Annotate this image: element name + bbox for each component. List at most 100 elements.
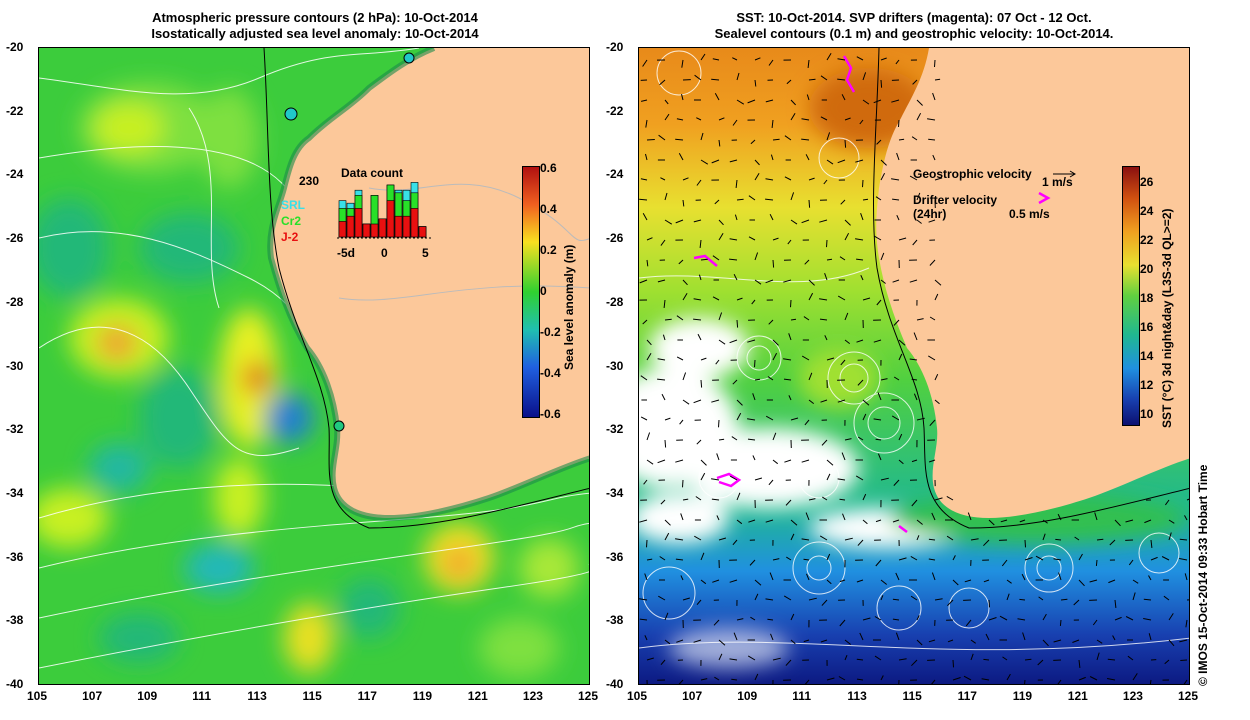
velocity-arrow	[837, 78, 846, 81]
velocity-arrow	[929, 419, 936, 427]
velocity-arrow	[639, 618, 648, 621]
velocity-arrow	[768, 479, 774, 486]
velocity-arrow	[928, 355, 936, 361]
velocity-arrow	[772, 558, 780, 561]
velocity-arrow	[660, 177, 666, 181]
inset-legend-cr2: Cr2	[281, 214, 302, 228]
velocity-arrow	[700, 132, 704, 141]
velocity-arrow	[643, 479, 648, 485]
velocity-arrow	[676, 118, 684, 121]
right-y-tick: -40	[606, 677, 624, 691]
velocity-arrow	[736, 72, 740, 81]
velocity-arrow	[1006, 673, 1011, 681]
velocity-arrow	[934, 497, 943, 501]
right-y-tick: -28	[606, 294, 624, 309]
left-y-tick: -32	[6, 422, 24, 437]
velocity-arrow	[765, 279, 774, 284]
right-colorbar-label: SST (°C) 3d night&day (L3S-3d QL>=2)	[1160, 208, 1174, 429]
velocity-arrow	[804, 679, 810, 684]
velocity-arrow	[682, 479, 684, 488]
velocity-arrow	[838, 676, 846, 681]
velocity-arrow	[715, 359, 720, 365]
velocity-arrow	[1143, 618, 1152, 621]
velocity-arrow	[898, 339, 906, 346]
velocity-arrow	[844, 219, 851, 226]
velocity-arrow	[844, 139, 847, 148]
velocity-arrow	[1096, 639, 1103, 644]
velocity-arrow	[646, 339, 652, 346]
right-y-tick: -30	[606, 358, 624, 373]
velocity-arrow	[700, 258, 708, 261]
velocity-arrow	[1058, 572, 1062, 581]
velocity-arrow	[769, 213, 774, 221]
velocity-arrow	[750, 139, 756, 145]
velocity-arrow	[862, 99, 870, 105]
velocity-arrow	[910, 555, 918, 561]
velocity-arrow	[646, 259, 649, 267]
velocity-arrow	[790, 639, 796, 645]
velocity-arrow	[826, 459, 834, 466]
velocity-arrow	[837, 399, 846, 403]
velocity-arrow	[934, 293, 939, 301]
velocity-arrow	[639, 198, 648, 201]
velocity-arrow	[718, 438, 725, 441]
velocity-arrow	[983, 579, 990, 583]
velocity-arrow	[823, 179, 828, 185]
velocity-arrow	[718, 339, 726, 345]
velocity-arrow	[1072, 639, 1080, 643]
velocity-arrow	[754, 279, 762, 285]
velocity-arrow	[916, 219, 922, 224]
colorbar-tick: 18	[1140, 291, 1154, 305]
velocity-arrow	[697, 333, 702, 341]
velocity-arrow	[790, 533, 795, 541]
velocity-arrow	[860, 274, 864, 281]
velocity-arrow	[898, 119, 900, 128]
velocity-arrow	[839, 256, 846, 261]
velocity-arrow	[678, 679, 684, 684]
velocity-arrow	[880, 279, 886, 284]
velocity-arrow	[729, 339, 738, 344]
velocity-arrow	[1096, 538, 1104, 541]
velocity-arrow	[1019, 598, 1026, 601]
velocity-arrow	[1038, 596, 1044, 601]
velocity-arrow	[729, 258, 738, 261]
left-x-tick: 107	[82, 689, 103, 703]
velocity-arrow	[911, 378, 918, 381]
colorbar-tick: 0.4	[540, 202, 557, 216]
inset-title: Data count	[341, 166, 404, 180]
colorbar-tick: 0	[540, 284, 547, 298]
velocity-arrow	[898, 658, 907, 661]
velocity-arrow	[1092, 619, 1098, 626]
left-x-tick: 109	[137, 689, 158, 703]
velocity-arrow	[880, 172, 886, 181]
velocity-arrow	[1168, 519, 1175, 524]
velocity-arrow	[676, 639, 684, 643]
velocity-arrow	[844, 537, 853, 541]
velocity-arrow	[1017, 618, 1026, 621]
velocity-arrow	[928, 538, 936, 541]
velocity-arrow	[837, 295, 846, 301]
velocity-arrow	[916, 99, 923, 106]
velocity-arrow	[934, 399, 940, 405]
velocity-arrow	[893, 319, 900, 326]
velocity-arrow	[856, 658, 864, 661]
velocity-arrow	[808, 597, 817, 601]
velocity-arrow	[1000, 519, 1008, 523]
velocity-arrow	[826, 52, 832, 61]
velocity-arrow	[805, 512, 810, 521]
velocity-arrow	[877, 453, 882, 461]
velocity-arrow	[880, 57, 887, 61]
velocity-arrow	[857, 379, 864, 386]
velocity-arrow	[733, 273, 738, 281]
velocity-arrow	[981, 678, 990, 681]
right-y-tick: -34	[606, 485, 624, 500]
left-colorbar-label: Sea level anomaly (m)	[562, 244, 576, 370]
velocity-arrow	[855, 475, 864, 481]
velocity-arrow	[693, 399, 702, 404]
velocity-arrow	[837, 159, 846, 164]
velocity-arrow	[820, 399, 828, 403]
velocity-arrow	[820, 116, 828, 121]
velocity-arrow	[1057, 513, 1062, 521]
velocity-arrow	[754, 378, 761, 381]
velocity-arrow	[1078, 579, 1085, 587]
